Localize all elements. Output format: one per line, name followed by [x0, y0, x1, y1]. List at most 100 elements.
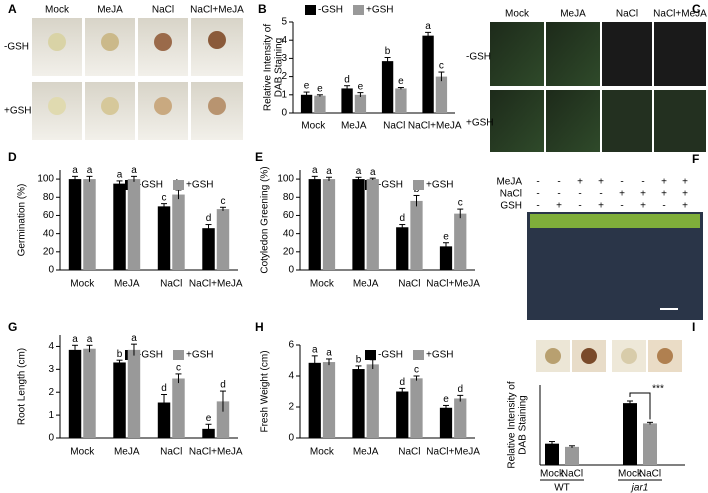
significance-letter: b	[385, 46, 391, 57]
significance-letter: c	[162, 192, 167, 203]
legend-label: -GSH	[138, 350, 163, 361]
panel-letter: C	[692, 2, 701, 16]
bar	[157, 402, 171, 438]
significance-letter: a	[326, 348, 332, 359]
y-axis-label: Germination (%)	[17, 184, 28, 257]
treatment-table: MeJA - - + + - - + +NaCl - - - - + + + +GSH - + - + - + - +	[496, 177, 688, 212]
legend-label: -GSH	[138, 180, 163, 191]
y-tick-label: 80	[43, 192, 55, 203]
sign: +	[682, 189, 688, 200]
significance-letter: d	[161, 383, 167, 394]
y-axis-label: DAB Staining	[518, 395, 529, 454]
x-tick-label: Mock	[310, 279, 335, 290]
bar	[643, 423, 657, 465]
significance-label: ***	[652, 384, 664, 395]
sign: -	[557, 189, 560, 200]
y-tick-label: 5	[281, 17, 287, 28]
legend-label: +GSH	[426, 180, 454, 191]
bar	[300, 94, 313, 113]
x-tick-label: MeJA	[341, 121, 367, 132]
legend-label: +GSH	[186, 350, 214, 361]
significance-letter: d	[344, 74, 350, 85]
significance-letter: a	[117, 170, 123, 181]
significance-letter: e	[317, 83, 323, 94]
bar	[308, 362, 321, 438]
bar	[545, 443, 559, 465]
significance-letter: a	[131, 333, 137, 344]
x-tick-label: NaCl	[561, 469, 583, 480]
y-tick-label: 2	[281, 71, 287, 82]
bar	[381, 61, 394, 113]
significance-letter: c	[439, 61, 444, 72]
column-label: NaCl	[616, 9, 638, 20]
y-tick-label: 0	[48, 433, 54, 444]
sign: -	[557, 177, 560, 188]
panel-letter: E	[255, 150, 263, 164]
bar	[202, 428, 215, 438]
photo-grid-c	[490, 22, 706, 152]
sign: +	[598, 177, 604, 188]
x-tick-label: NaCl	[160, 279, 182, 290]
sign: +	[577, 177, 583, 188]
y-tick-label: 40	[283, 228, 295, 239]
sign: +	[682, 201, 688, 212]
legend-label: -GSH	[378, 350, 403, 361]
bar	[83, 179, 96, 270]
legend-label: +GSH	[366, 5, 394, 16]
column-label: NaCl+MeJA	[653, 9, 707, 20]
sign: +	[598, 201, 604, 212]
bar	[366, 179, 379, 270]
bar	[341, 88, 353, 113]
sign: -	[578, 189, 581, 200]
group-label: WT	[554, 483, 570, 493]
y-tick-label: 1	[281, 89, 287, 100]
legend-swatch	[413, 180, 424, 190]
y-tick-label: 1	[48, 410, 54, 421]
legend-swatch	[173, 180, 184, 190]
legend-swatch	[173, 350, 184, 360]
legend-swatch	[365, 350, 376, 360]
x-tick-label: MeJA	[353, 447, 379, 458]
y-axis-label: DAB Staining	[274, 38, 285, 97]
sign: -	[662, 201, 665, 212]
sign: -	[536, 201, 539, 212]
significance-letter: a	[370, 167, 376, 178]
sign: -	[620, 177, 623, 188]
x-tick-label: NaCl+MeJA	[189, 447, 243, 458]
y-tick-label: 60	[43, 210, 55, 221]
significance-letter: d	[220, 380, 226, 391]
x-tick-label: NaCl	[398, 447, 420, 458]
x-tick-label: Mock	[540, 469, 565, 480]
sign: -	[599, 189, 602, 200]
significance-letter: a	[312, 344, 318, 355]
x-tick-label: Mock	[310, 447, 335, 458]
bar	[422, 35, 434, 113]
significance-letter: c	[458, 198, 463, 209]
x-tick-label: NaCl+MeJA	[189, 279, 243, 290]
sign: -	[620, 201, 623, 212]
significance-letter: c	[220, 196, 225, 207]
x-tick-label: Mock	[70, 447, 95, 458]
photo-i	[536, 340, 682, 372]
photo-f	[527, 212, 703, 320]
significance-letter: a	[425, 21, 431, 32]
bar	[157, 206, 171, 270]
bar	[322, 179, 336, 270]
significance-letter: d	[206, 213, 212, 224]
bar	[113, 183, 126, 270]
bar	[202, 228, 215, 270]
y-tick-label: 20	[283, 246, 295, 257]
column-label: Mock	[45, 5, 70, 16]
bar	[127, 179, 141, 270]
row-label: -GSH	[4, 42, 29, 53]
significance-letter: a	[131, 165, 137, 176]
sign: +	[661, 189, 667, 200]
significance-letter: e	[304, 81, 310, 92]
y-tick-label: 80	[283, 192, 295, 203]
x-tick-label: Mock	[70, 279, 95, 290]
x-tick-label: NaCl	[398, 279, 420, 290]
y-tick-label: 3	[281, 53, 287, 64]
bar	[83, 348, 96, 438]
significance-letter: e	[443, 231, 449, 242]
bar	[623, 403, 637, 465]
